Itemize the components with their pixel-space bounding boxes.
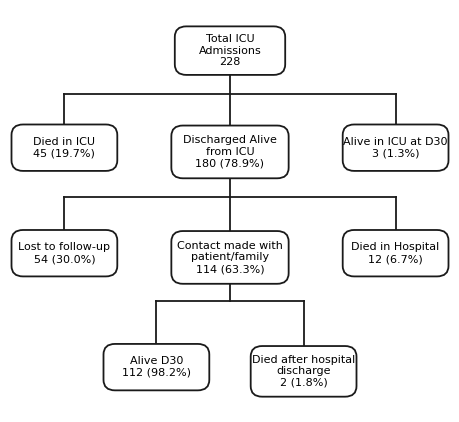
FancyBboxPatch shape: [342, 124, 448, 171]
Text: Alive D30
112 (98.2%): Alive D30 112 (98.2%): [122, 356, 190, 378]
FancyBboxPatch shape: [171, 126, 288, 178]
Text: Discharged Alive
from ICU
180 (78.9%): Discharged Alive from ICU 180 (78.9%): [183, 135, 276, 168]
Text: Alive in ICU at D30
3 (1.3%): Alive in ICU at D30 3 (1.3%): [342, 137, 447, 159]
FancyBboxPatch shape: [174, 26, 285, 75]
Text: Contact made with
patient/family
114 (63.3%): Contact made with patient/family 114 (63…: [177, 241, 282, 274]
Text: Died in ICU
45 (19.7%): Died in ICU 45 (19.7%): [34, 137, 95, 159]
FancyBboxPatch shape: [250, 346, 356, 397]
Text: Died in Hospital
12 (6.7%): Died in Hospital 12 (6.7%): [351, 242, 439, 264]
FancyBboxPatch shape: [171, 231, 288, 284]
Text: Lost to follow-up
54 (30.0%): Lost to follow-up 54 (30.0%): [18, 242, 110, 264]
FancyBboxPatch shape: [103, 344, 209, 390]
FancyBboxPatch shape: [11, 230, 117, 276]
FancyBboxPatch shape: [11, 124, 117, 171]
Text: Total ICU
Admissions
228: Total ICU Admissions 228: [198, 34, 261, 67]
Text: Died after hospital
discharge
2 (1.8%): Died after hospital discharge 2 (1.8%): [252, 355, 354, 388]
FancyBboxPatch shape: [342, 230, 448, 276]
